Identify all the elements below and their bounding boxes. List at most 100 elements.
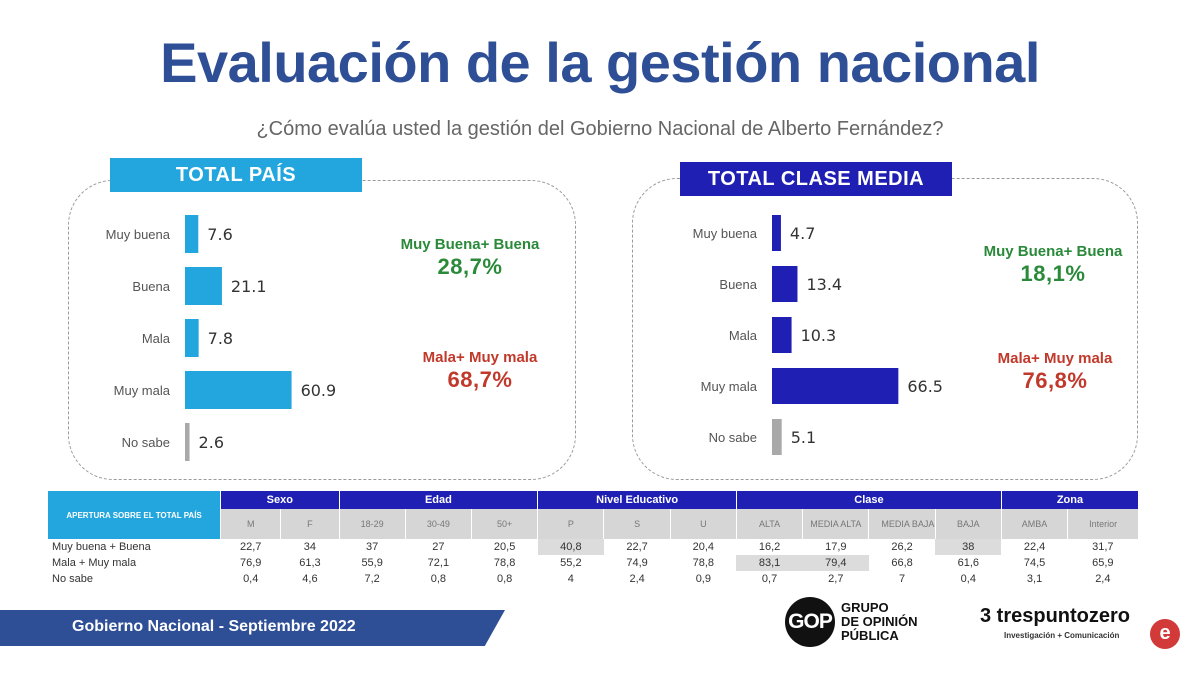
table-group-header: Clase [735,491,1002,509]
chart-clase-media: Muy buena 4.7 Buena 13.4 Mala 10.3 Muy mala 66.… [693,215,943,455]
table-column-header: AMBA [1000,509,1068,539]
table-cell-highlight: 79,4 [802,555,869,571]
table-cell: 16,2 [758,541,781,553]
table-cell: 3,1 [1026,573,1043,585]
positive-label: Muy Buena+ Buena [400,236,540,253]
table-row-label: Muy buena + Buena [52,541,151,553]
table-cell: 61,3 [299,557,321,569]
table-column-header: Interior [1067,509,1138,539]
table-group-header: Zona [1000,491,1138,509]
table-group-header: Nivel Educativo [537,491,737,509]
bar-buena [185,267,222,305]
table-cell: 0,8 [430,573,447,585]
table-cell: 0,4 [243,573,259,585]
category-label: No sabe [709,430,757,445]
bar-no-sabe [772,419,782,455]
summary-total-pais-negative: Mala+ Muy mala 68,7% [395,349,565,394]
value-label: 7.6 [207,225,232,244]
table-column-header: M [220,509,281,539]
positive-value: 28,7% [437,254,503,279]
table-cell: 74,9 [626,557,648,569]
page-subtitle: ¿Cómo evalúa usted la gestión del Gobier… [256,118,944,140]
table-row-label: Mala + Muy mala [52,557,137,569]
bar-muy-buena [772,215,781,251]
category-label: Buena [132,279,170,294]
summary-total-pais-positive: Muy Buena+ Buena 28,7% [385,236,555,281]
table-cell: 34 [303,541,317,553]
table-cell: 4,6 [302,573,318,585]
table-cell: 55,2 [560,557,582,569]
gop-logo-mark: GOP [785,597,835,647]
table-column-header: S [603,509,671,539]
table-cell: 27 [432,541,445,553]
table-cell: 0,9 [695,573,711,585]
bar-muy-mala [185,371,292,409]
value-label: 5.1 [791,428,816,447]
value-label: 60.9 [301,381,337,400]
table-cell: 37 [366,541,379,553]
table-cell: 2,7 [828,573,844,585]
category-label: Mala [729,328,758,343]
table-row-label: No sabe [52,573,93,585]
gop-logo: GOP GRUPO DE OPINIÓN PÚBLICA [785,597,935,647]
negative-label: Mala+ Muy mala [422,349,538,366]
table-cell: 61,6 [957,557,979,569]
table-cell: 74,5 [1023,557,1046,569]
table-column-header: U [669,509,737,539]
table-cell: 17,9 [825,541,847,553]
table-cell: 7 [898,573,906,585]
category-label: Buena [719,277,757,292]
value-label: 2.6 [199,433,224,452]
table-cell: 65,9 [1092,557,1114,569]
table-cell-highlight: 83,1 [736,555,803,571]
panel-total-pais-header: TOTAL PAÍS [110,158,362,192]
table-cell: 20,5 [493,541,516,553]
table-cell: 4 [567,573,574,585]
table-row: Mala + Muy mala 76,9 61,3 55,9 72,1 78,8… [48,555,1138,571]
negative-value: 76,8% [1022,368,1088,393]
table-column-header: BAJA [934,509,1002,539]
category-label: Muy mala [701,379,758,394]
summary-clase-media-positive: Muy Buena+ Buena 18,1% [968,243,1138,288]
table-cell: 2,4 [629,573,645,585]
value-label: 13.4 [806,275,842,294]
value-label: 66.5 [907,377,943,396]
table-column-header: P [537,509,604,539]
value-label: 21.1 [231,277,267,296]
table-column-header: F [280,509,340,539]
category-label: No sabe [122,435,170,450]
table-cell: 2,4 [1095,573,1111,585]
footer-text: Gobierno Nacional - Septiembre 2022 [72,618,356,635]
category-label: Muy buena [106,227,171,242]
table-cell-highlight: 40,8 [537,539,604,555]
category-label: Mala [142,331,171,346]
negative-value: 68,7% [447,367,513,392]
table-cell: 66,8 [891,557,913,569]
bar-mala [772,317,792,353]
breakdown-table: APERTURA SOBRE EL TOTAL PAÍS Sexo Edad N… [48,491,1138,587]
table-column-header: MEDIA ALTA [802,509,869,539]
trespuntozero-name: 3 trespuntozero [980,605,1131,627]
table-group-header: Edad [338,491,538,509]
value-label: 7.8 [208,329,233,348]
gop-logo-text: GRUPO DE OPINIÓN PÚBLICA [841,600,918,643]
table-group-header: Sexo [220,491,340,509]
bar-no-sabe [185,423,190,461]
table-cell: 31,7 [1092,541,1114,553]
value-label: 10.3 [801,326,837,345]
table-cell: 22,7 [626,541,648,553]
table-cell: 26,2 [891,541,913,553]
positive-value: 18,1% [1020,261,1086,286]
table-cell: 78,8 [493,557,516,569]
table-cell: 0,7 [761,573,778,585]
table-cell: 7,2 [364,573,380,585]
table-corner-label: APERTURA SOBRE EL TOTAL PAÍS [48,491,221,539]
table-cell: 72,1 [427,557,450,569]
table-row: No sabe 0,4 4,6 7,2 0,8 0,8 4 2,4 0,9 0,… [48,571,1138,587]
table-column-header: MEDIA BAJA [868,509,936,539]
category-label: Muy mala [114,383,171,398]
bar-mala [185,319,199,357]
table-column-header: 50+ [470,509,538,539]
table-cell: 20,4 [692,541,715,553]
trespuntozero-tagline: Investigación + Comunicación [1004,631,1120,640]
